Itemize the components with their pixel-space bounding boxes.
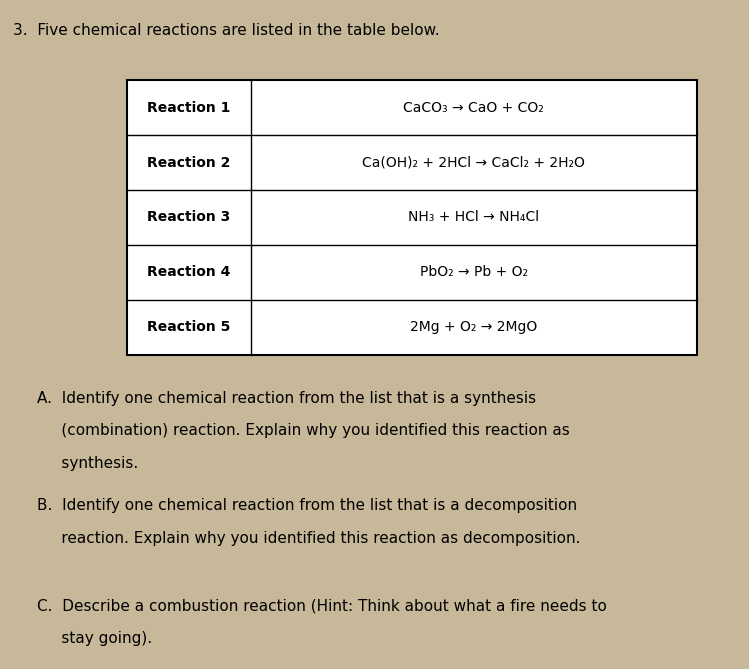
Text: NH₃ + HCl → NH₄Cl: NH₃ + HCl → NH₄Cl <box>408 211 539 224</box>
Text: synthesis.: synthesis. <box>37 456 139 470</box>
Text: Reaction 2: Reaction 2 <box>148 156 231 169</box>
Text: (combination) reaction. Explain why you identified this reaction as: (combination) reaction. Explain why you … <box>37 423 570 438</box>
Text: B.  Identify one chemical reaction from the list that is a decomposition: B. Identify one chemical reaction from t… <box>37 498 577 513</box>
Text: Reaction 5: Reaction 5 <box>148 320 231 334</box>
Text: Ca(OH)₂ + 2HCl → CaCl₂ + 2H₂O: Ca(OH)₂ + 2HCl → CaCl₂ + 2H₂O <box>363 156 585 169</box>
Text: PbO₂ → Pb + O₂: PbO₂ → Pb + O₂ <box>419 266 528 279</box>
Text: A.  Identify one chemical reaction from the list that is a synthesis: A. Identify one chemical reaction from t… <box>37 391 536 406</box>
Text: C.  Describe a combustion reaction (Hint: Think about what a fire needs to: C. Describe a combustion reaction (Hint:… <box>37 599 607 613</box>
Text: Reaction 3: Reaction 3 <box>148 211 231 224</box>
Text: 3.  Five chemical reactions are listed in the table below.: 3. Five chemical reactions are listed in… <box>13 23 440 38</box>
Text: Reaction 4: Reaction 4 <box>148 266 231 279</box>
Bar <box>127 80 697 355</box>
Text: reaction. Explain why you identified this reaction as decomposition.: reaction. Explain why you identified thi… <box>37 531 581 545</box>
Text: 2Mg + O₂ → 2MgO: 2Mg + O₂ → 2MgO <box>410 320 537 334</box>
Text: CaCO₃ → CaO + CO₂: CaCO₃ → CaO + CO₂ <box>404 101 544 114</box>
Text: stay going).: stay going). <box>37 631 153 646</box>
Text: Reaction 1: Reaction 1 <box>148 101 231 114</box>
